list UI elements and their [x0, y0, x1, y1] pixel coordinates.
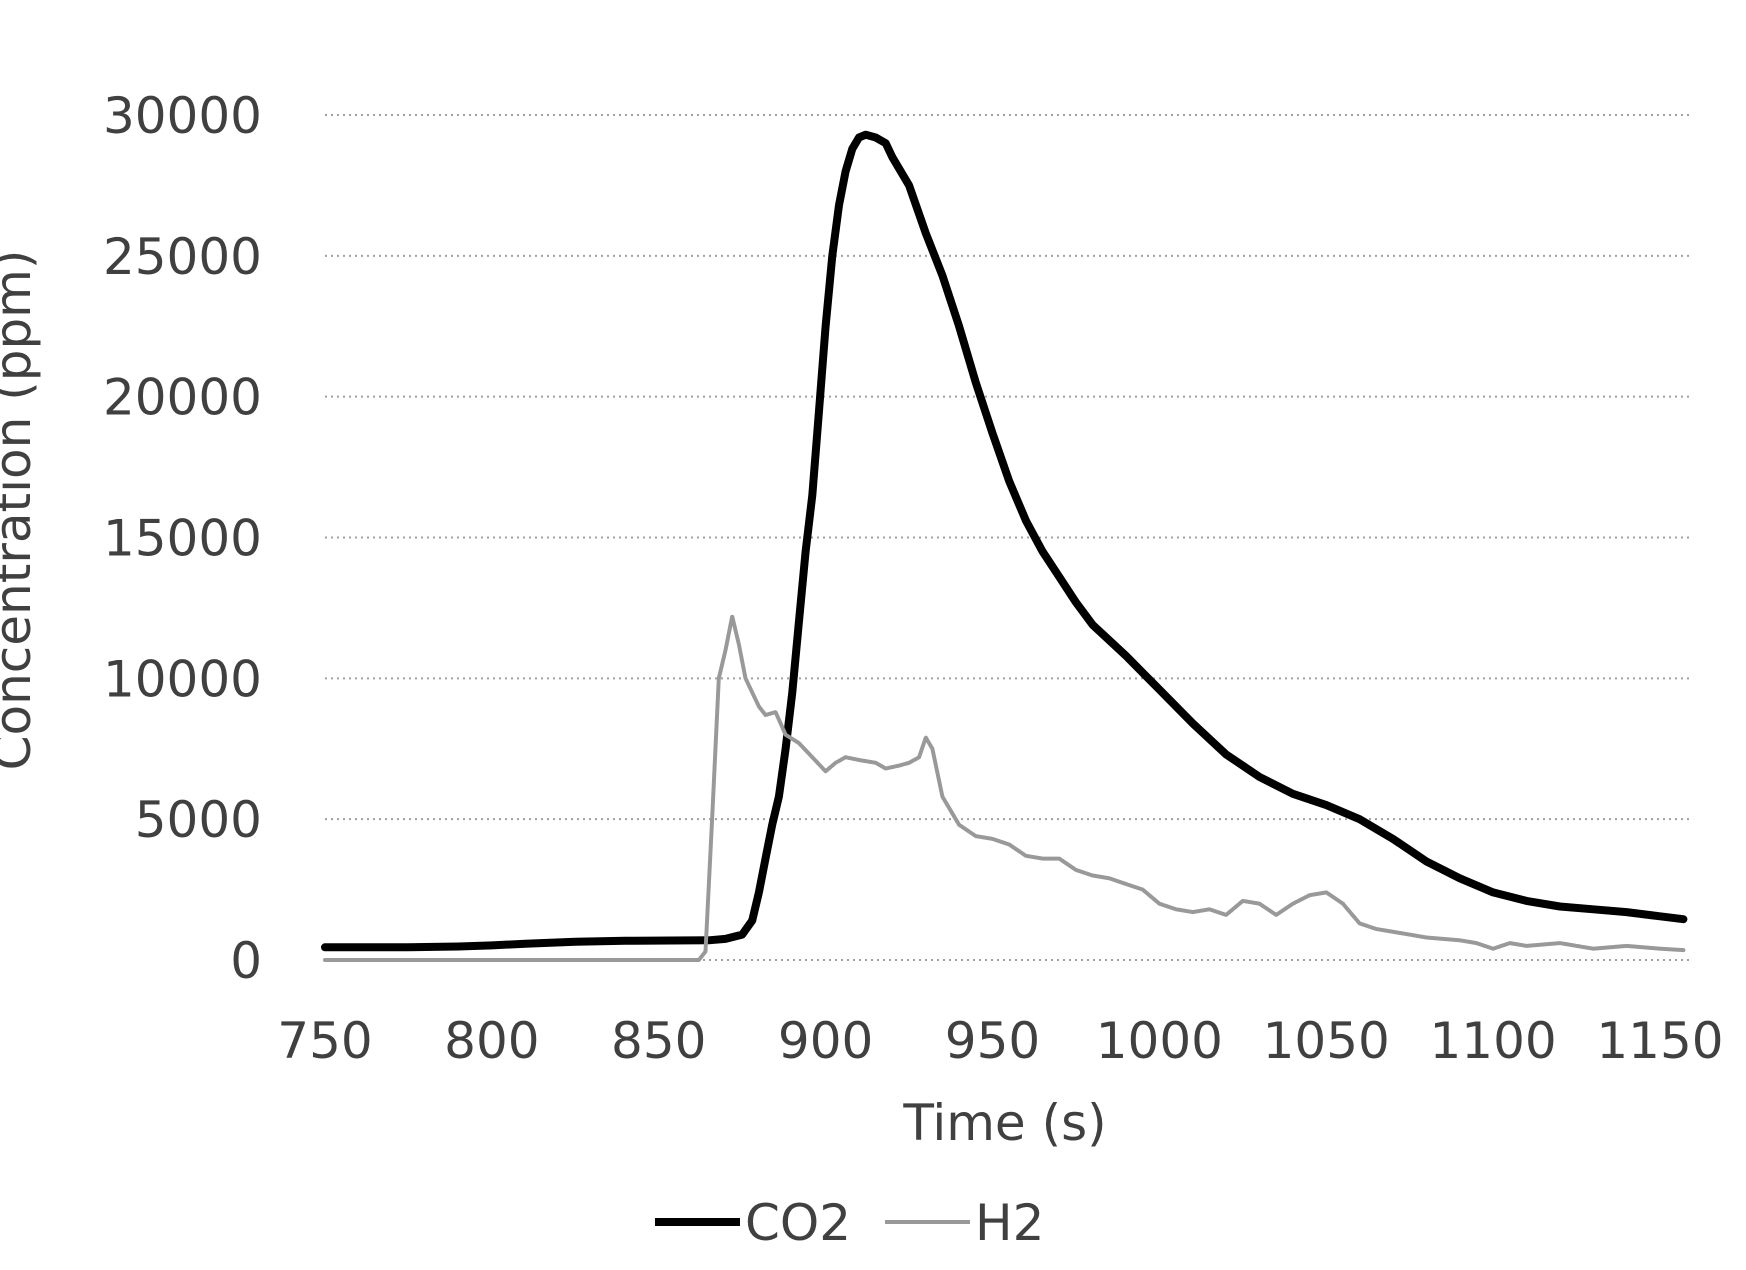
legend-label-co2: CO2 [745, 1194, 851, 1252]
y-tick-label: 25000 [103, 228, 262, 286]
y-tick-label: 30000 [103, 87, 262, 145]
y-tick-label: 15000 [103, 510, 262, 568]
gridlines [325, 115, 1690, 960]
x-tick-label: 950 [945, 1012, 1040, 1070]
x-tick-label: 1000 [1096, 1012, 1223, 1070]
x-axis-ticks: 750 800 850 900 950 1000 1050 1100 1150 [277, 1012, 1723, 1070]
x-tick-label: 1100 [1430, 1012, 1557, 1070]
legend-label-h2: H2 [975, 1194, 1044, 1252]
legend: CO2 H2 [655, 1194, 1044, 1252]
y-axis-title: Concentration (ppm) [0, 250, 42, 771]
x-tick-label: 850 [611, 1012, 706, 1070]
x-tick-label: 800 [444, 1012, 539, 1070]
series-lines [325, 135, 1683, 960]
x-tick-label: 750 [277, 1012, 372, 1070]
y-tick-label: 10000 [103, 650, 262, 708]
y-tick-label: 5000 [135, 791, 262, 849]
x-tick-label: 1050 [1263, 1012, 1390, 1070]
series-line-h2 [325, 616, 1683, 960]
x-tick-label: 900 [778, 1012, 873, 1070]
y-axis-ticks: 0 5000 10000 15000 20000 25000 30000 [103, 87, 262, 990]
x-axis-title: Time (s) [902, 1094, 1106, 1152]
x-tick-label: 1150 [1596, 1012, 1723, 1070]
y-tick-label: 20000 [103, 369, 262, 427]
y-tick-label: 0 [230, 932, 262, 990]
